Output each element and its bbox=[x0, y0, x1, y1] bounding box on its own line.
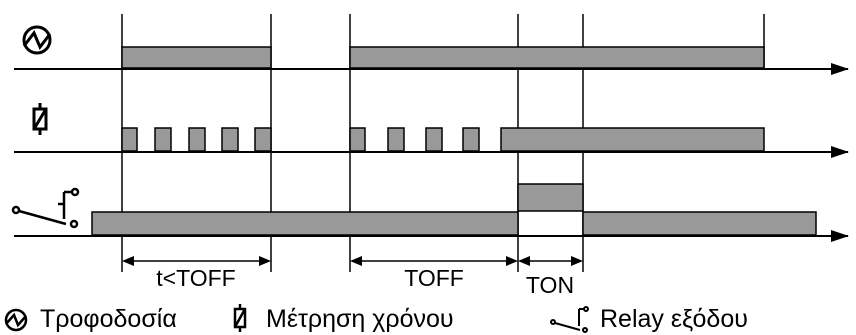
power-supply-icon bbox=[4, 308, 28, 332]
timer-pulse bbox=[121, 127, 138, 152]
power-pulse bbox=[121, 46, 272, 69]
interval-label-toff: TOFF bbox=[404, 265, 464, 291]
legend-label-power: Τροφοδοσία bbox=[40, 305, 177, 333]
legend-item: Μέτρηση χρόνου bbox=[233, 304, 454, 333]
relay-contact-icon bbox=[11, 187, 80, 229]
legend-label-timer: Μέτρηση χρόνου bbox=[266, 305, 454, 333]
timer-pulse bbox=[500, 127, 765, 152]
timer-icon bbox=[32, 103, 48, 135]
relay-row bbox=[11, 183, 849, 242]
timer-pulse bbox=[154, 127, 172, 152]
timer-pulse bbox=[221, 127, 239, 152]
relay-contact-icon bbox=[550, 306, 589, 333]
timer-pulse bbox=[425, 127, 443, 152]
legend-label-relay: Relay εξόδου bbox=[600, 305, 748, 333]
power-supply-icon bbox=[22, 25, 52, 55]
timer-pulse bbox=[387, 127, 405, 152]
power-row bbox=[14, 25, 849, 75]
timer-pulse bbox=[349, 127, 366, 152]
interval-label-ton: TON bbox=[526, 272, 574, 298]
power-pulse bbox=[349, 46, 765, 69]
relay-pulse bbox=[91, 211, 519, 236]
legend-item: Τροφοδοσία bbox=[4, 305, 177, 333]
interval-label-t-less-toff: t<TOFF bbox=[156, 265, 235, 291]
relay-pulse bbox=[582, 211, 817, 236]
timer-row bbox=[14, 103, 849, 158]
timer-icon bbox=[233, 304, 247, 332]
timer-pulse bbox=[254, 127, 272, 152]
interval-dimensions bbox=[122, 256, 583, 266]
relay-pulse bbox=[517, 183, 584, 212]
timer-pulse bbox=[462, 127, 480, 152]
legend: Τροφοδοσία Μέτρηση χρόνου Relay εξόδου bbox=[4, 304, 748, 333]
timer-pulse bbox=[188, 127, 206, 152]
legend-item: Relay εξόδου bbox=[550, 305, 748, 333]
